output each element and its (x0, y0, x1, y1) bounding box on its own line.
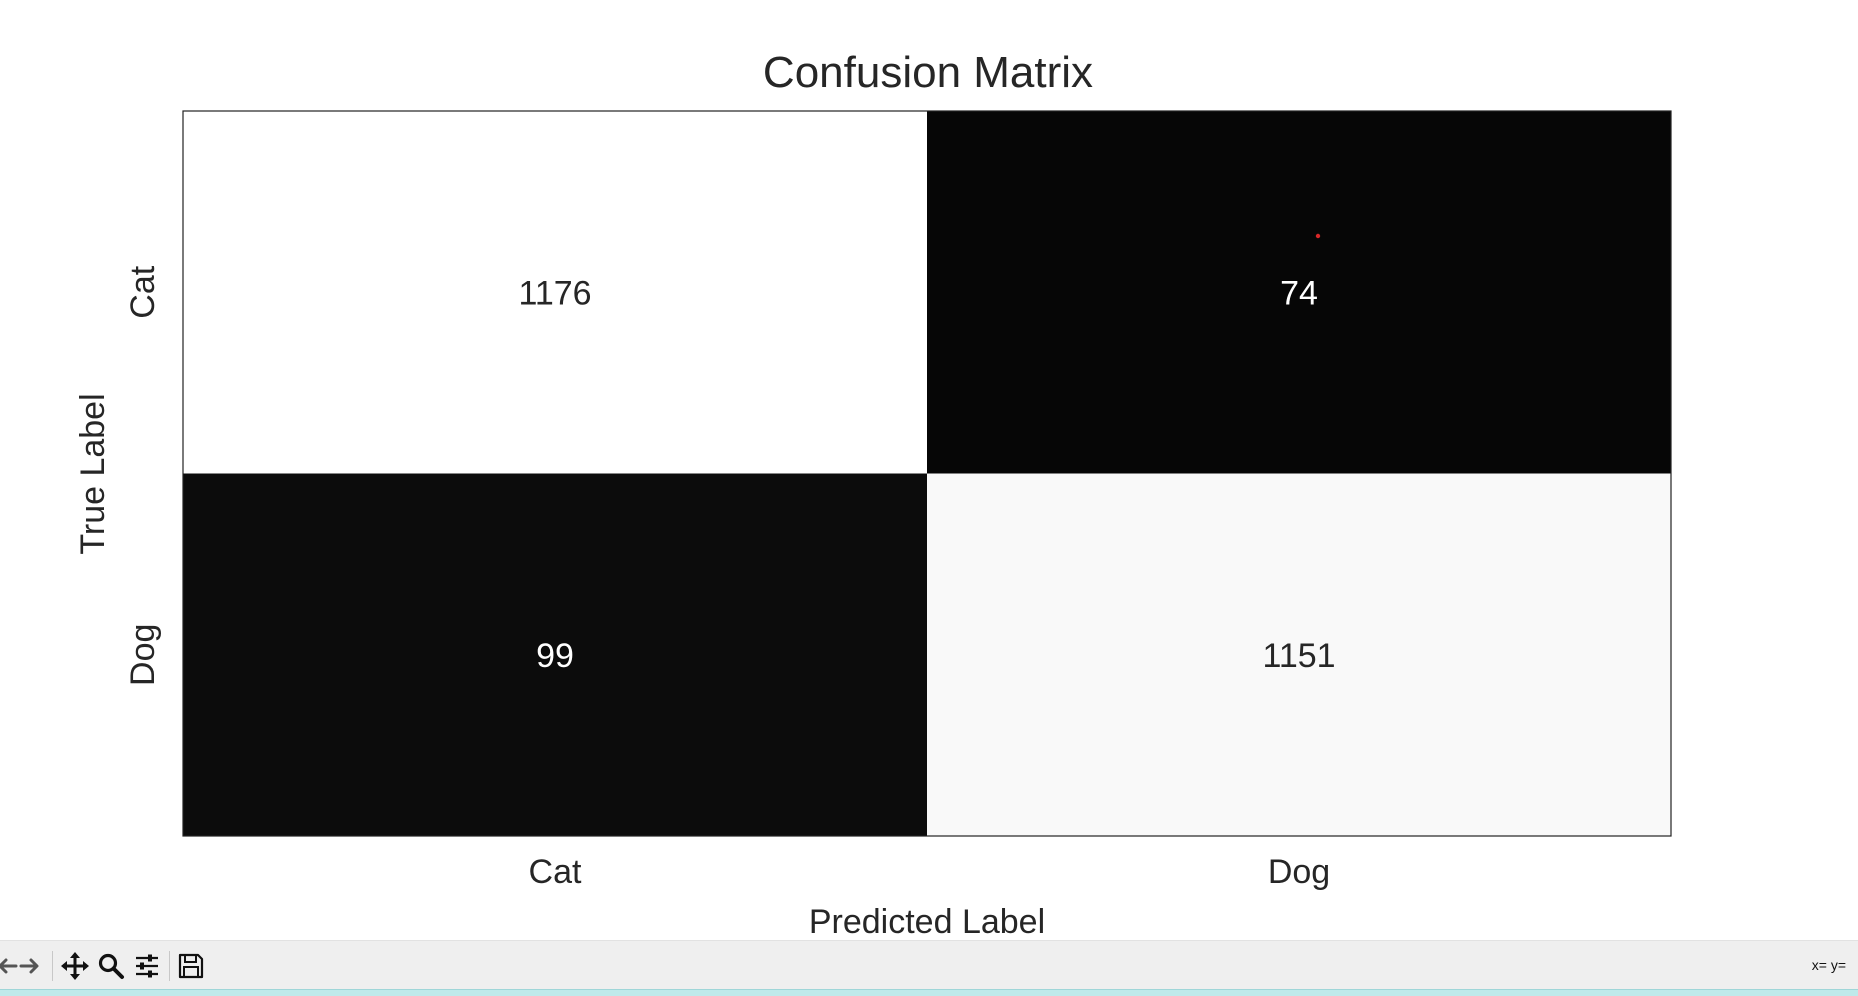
axes-frame (182, 110, 1672, 837)
cell-value-label: 1151 (1262, 637, 1335, 675)
arrow-right-icon (19, 958, 39, 974)
move-icon (61, 952, 89, 980)
red-marker-dot (1315, 233, 1321, 239)
chart-title: Confusion Matrix (763, 48, 1093, 97)
back-button[interactable] (0, 949, 24, 983)
x-axis-label: Predicted Label (809, 903, 1045, 940)
magnifier-icon (98, 953, 124, 979)
x-tick-labels: Cat Dog (529, 853, 1331, 891)
forward-button[interactable] (13, 949, 47, 983)
y-tick-label: Cat (124, 265, 162, 318)
heatmap-cell (183, 473, 928, 837)
arrow-left-icon (0, 958, 18, 974)
heatmap-cell (927, 473, 1672, 837)
cursor-coordinates-readout: x= y= (1811, 957, 1846, 973)
cell-value-label: 74 (1280, 274, 1318, 312)
toolbar-separator (169, 951, 170, 981)
figure-canvas: Confusion Matrix 1176 74 99 1151 Cat Dog Cat… (74, 48, 1672, 940)
y-axis-label: True Label (74, 393, 112, 554)
sliders-icon (136, 954, 158, 978)
save-button[interactable] (174, 949, 208, 983)
cell-value-label: 99 (536, 637, 574, 675)
configure-subplots-button[interactable] (130, 949, 164, 983)
cell-value-label: 1176 (518, 274, 591, 312)
toolbar-separator (52, 951, 53, 981)
window-bottom-edge (0, 989, 1858, 996)
heatmap-cell (927, 111, 1672, 474)
navigation-toolbar: x= y= (0, 940, 1858, 990)
heatmap-cell (183, 111, 928, 474)
heatmap-cell-labels: 1176 74 99 1151 (518, 274, 1335, 675)
floppy-disk-icon (178, 953, 204, 979)
confusion-matrix-chart: Confusion Matrix 1176 74 99 1151 Cat Dog Cat… (74, 48, 1672, 940)
heatmap-cells (183, 111, 1672, 837)
zoom-button[interactable] (94, 949, 128, 983)
x-tick-label: Cat (529, 853, 582, 891)
y-tick-labels: Cat Dog (124, 265, 162, 686)
y-tick-label: Dog (124, 624, 162, 686)
x-tick-label: Dog (1268, 853, 1330, 891)
pan-button[interactable] (58, 949, 92, 983)
